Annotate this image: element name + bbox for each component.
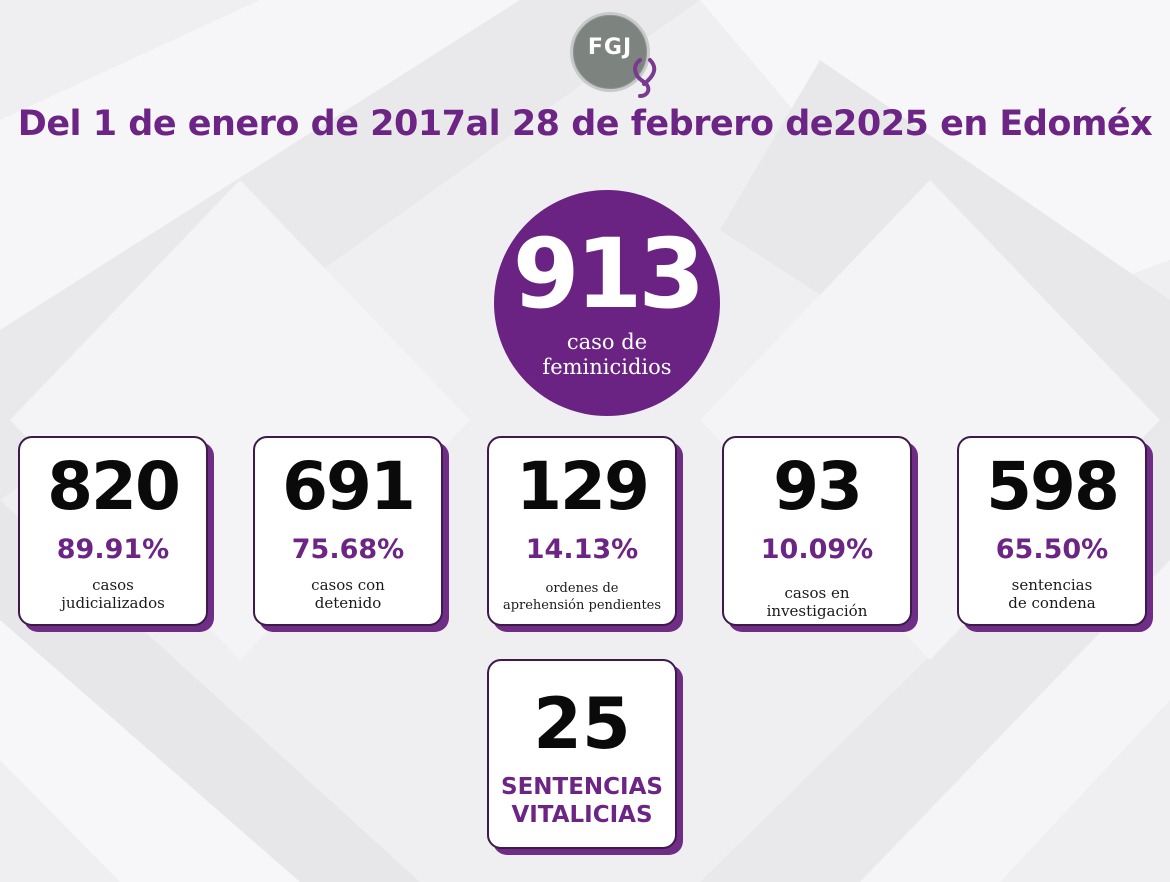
total-feminicides-label: caso de feminicidios [542, 330, 672, 379]
life-sentences-number: 25 [533, 683, 631, 765]
logo-text: FGJ [587, 35, 633, 60]
stat-number: 820 [47, 448, 181, 525]
stat-card-condena: 598 65.50% sentencias de condena [957, 436, 1147, 626]
stat-number: 691 [282, 448, 416, 525]
total-feminicides-number: 913 [512, 218, 705, 330]
fgj-logo: FGJ [570, 12, 650, 92]
life-sentences-label: SENTENCIAS VITALICIAS [501, 774, 663, 828]
stat-label: sentencias de condena [1008, 576, 1096, 612]
stat-number: 598 [986, 448, 1120, 525]
life-sentences-card: 25 SENTENCIAS VITALICIAS [487, 659, 677, 849]
stat-percent: 65.50% [995, 534, 1109, 565]
stat-card-detenido: 691 75.68% casos con detenido [253, 436, 443, 626]
stat-card-aprehension: 129 14.13% ordenes de aprehensión pendie… [487, 436, 677, 626]
stat-label: casos en investigación [766, 584, 868, 620]
stat-label: casos con detenido [311, 576, 385, 612]
stat-percent: 14.13% [525, 534, 639, 565]
stat-number: 93 [773, 448, 863, 525]
stat-percent: 89.91% [56, 534, 170, 565]
stat-number: 129 [516, 448, 650, 525]
stat-label: casos judicializados [61, 576, 165, 612]
total-feminicides-circle: 913 caso de feminicidios [494, 190, 720, 416]
stat-card-investigacion: 93 10.09% casos en investigación [722, 436, 912, 626]
stat-label: ordenes de aprehensión pendientes [502, 581, 662, 613]
stat-percent: 10.09% [760, 534, 874, 565]
stat-percent: 75.68% [291, 534, 405, 565]
page-title: Del 1 de enero de 2017al 28 de febrero d… [17, 104, 1153, 144]
awareness-ribbon-icon [633, 58, 657, 98]
stat-card-judicializados: 820 89.91% casos judicializados [18, 436, 208, 626]
